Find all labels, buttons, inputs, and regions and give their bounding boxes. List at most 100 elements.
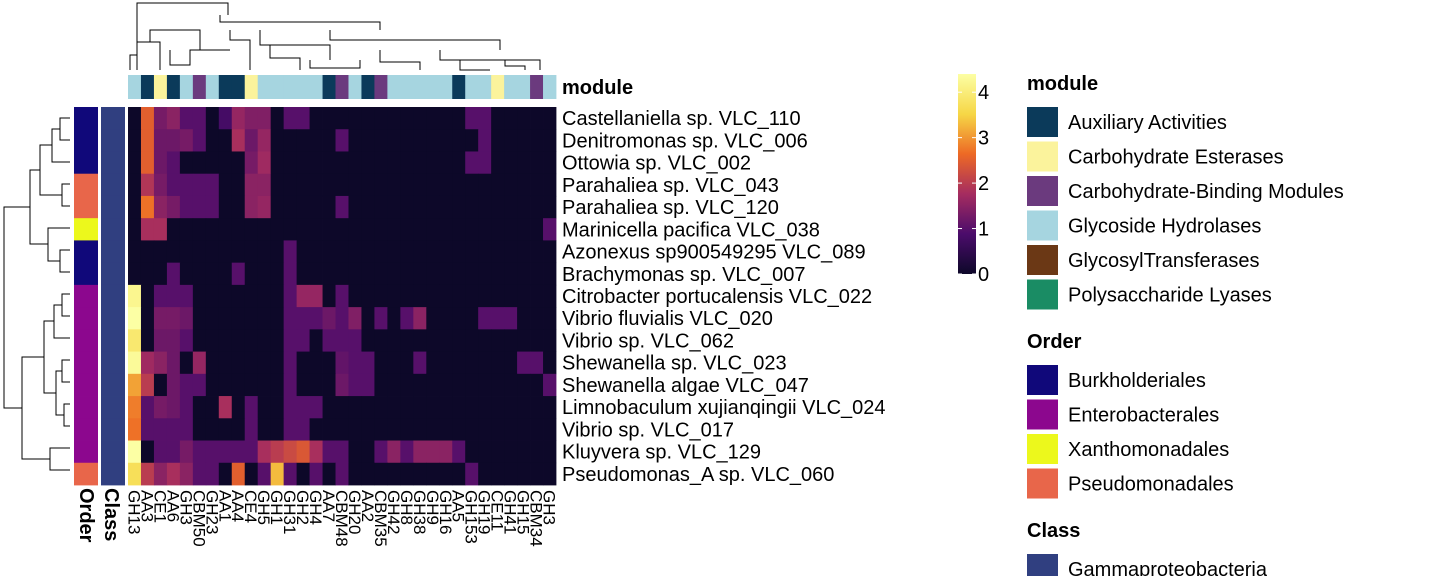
class-annotation-cell (101, 151, 125, 175)
heatmap-cell (452, 396, 466, 419)
heatmap-cell (231, 151, 246, 175)
heatmap-cell (309, 218, 323, 241)
module-annotation-cell (504, 75, 518, 99)
column-label: GH16 (436, 490, 455, 534)
column-labels: GH13AA3CE1AA6GH3CBM50GH23AA1AA4CE4GH5GH1… (124, 490, 558, 547)
heatmap-cell (244, 151, 259, 175)
row-label: Azonexus sp900549295 VLC_089 (562, 242, 866, 264)
heatmap-cell (166, 107, 181, 130)
module-annotation-cell (543, 75, 557, 99)
heatmap-cell (296, 195, 310, 219)
heatmap-cell (530, 418, 544, 441)
heatmap-cell (322, 195, 336, 219)
heatmap-cell (426, 418, 440, 441)
heatmap-cell (387, 373, 401, 397)
module-legend-swatch (1027, 141, 1058, 172)
heatmap-cell (128, 351, 142, 375)
heatmap-cell (140, 440, 155, 464)
heatmap-cell (205, 195, 220, 219)
heatmap-cell (400, 240, 414, 264)
module-annotation-cell (140, 75, 155, 99)
heatmap-cell (140, 151, 155, 175)
heatmap-cell (192, 440, 207, 464)
color-scale-label: 1 (978, 219, 989, 241)
heatmap-cell (166, 373, 181, 397)
heatmap-cell (231, 351, 246, 375)
heatmap-cell (335, 307, 349, 330)
heatmap-cell (296, 173, 310, 197)
heatmap-cell (218, 329, 233, 352)
column-dendrogram (129, 2, 541, 71)
order-legend-swatch (1027, 365, 1058, 395)
heatmap-cell (218, 440, 233, 464)
heatmap-cell (413, 373, 427, 397)
module-annotation-cell (153, 75, 168, 99)
heatmap-cell (387, 240, 401, 264)
heatmap-cell (166, 462, 181, 486)
heatmap-cell (179, 440, 194, 464)
heatmap-cell (387, 307, 401, 330)
module-annotation-cell (179, 75, 194, 99)
heatmap-cell (244, 373, 259, 397)
heatmap-cell (257, 173, 272, 197)
heatmap-cell (257, 240, 272, 264)
heatmap-cell (530, 284, 544, 308)
heatmap-cell (361, 173, 375, 197)
heatmap-cell (309, 173, 323, 197)
heatmap-cell (335, 195, 349, 219)
order-legend-label: Pseudomonadales (1068, 474, 1234, 496)
order-annotation-cell (74, 329, 98, 352)
heatmap-cell (491, 262, 505, 286)
heatmap-cell (530, 151, 544, 175)
heatmap-cell (387, 195, 401, 219)
heatmap-cell (465, 418, 479, 441)
heatmap-cell (478, 262, 492, 286)
order-annotation-cell (74, 173, 98, 197)
heatmap-cell (361, 129, 375, 152)
heatmap-cell (244, 418, 259, 441)
heatmap-cell (218, 107, 233, 130)
heatmap-cell (465, 351, 479, 375)
heatmap-cell (218, 373, 233, 397)
heatmap-cell (192, 329, 207, 352)
heatmap-cell (244, 462, 259, 486)
heatmap-cell (257, 307, 272, 330)
heatmap-cell (413, 129, 427, 152)
heatmap-cell (543, 107, 557, 130)
heatmap-cell (270, 284, 285, 308)
module-legend-label: Carbohydrate-Binding Modules (1068, 181, 1344, 203)
heatmap-cell (153, 195, 168, 219)
heatmap-cell (322, 440, 336, 464)
heatmap-cell (361, 440, 375, 464)
heatmap-cell (244, 329, 259, 352)
color-scale-ticks: 0 1 2 3 4 (958, 82, 989, 286)
order-legend-label: Burkholderiales (1068, 370, 1206, 392)
color-scale-label: 4 (978, 82, 989, 104)
heatmap-cell (491, 418, 505, 441)
heatmap-cell (231, 307, 246, 330)
heatmap-cell (452, 440, 466, 464)
heatmap-cell (478, 396, 492, 419)
heatmap-cell (270, 218, 285, 241)
heatmap-cell (361, 373, 375, 397)
order-annotation-cell (74, 351, 98, 375)
heatmap-cell (543, 218, 557, 241)
heatmap-cell (478, 284, 492, 308)
heatmap-cell (270, 329, 285, 352)
heatmap-cell (192, 262, 207, 286)
heatmap-cell (309, 307, 323, 330)
heatmap-cell (348, 262, 362, 286)
heatmap-cell (192, 151, 207, 175)
class-annotation-cell (101, 440, 125, 464)
heatmap-cell (257, 396, 272, 419)
heatmap-cell (439, 329, 453, 352)
heatmap-cell (491, 440, 505, 464)
heatmap-cell (140, 307, 155, 330)
heatmap-cell (128, 262, 142, 286)
heatmap-cell (426, 195, 440, 219)
heatmap-cell (413, 462, 427, 486)
heatmap-cell (413, 173, 427, 197)
module-legend-label: GlycosylTransferases (1068, 250, 1260, 272)
heatmap-cell (439, 351, 453, 375)
heatmap-cell (140, 284, 155, 308)
